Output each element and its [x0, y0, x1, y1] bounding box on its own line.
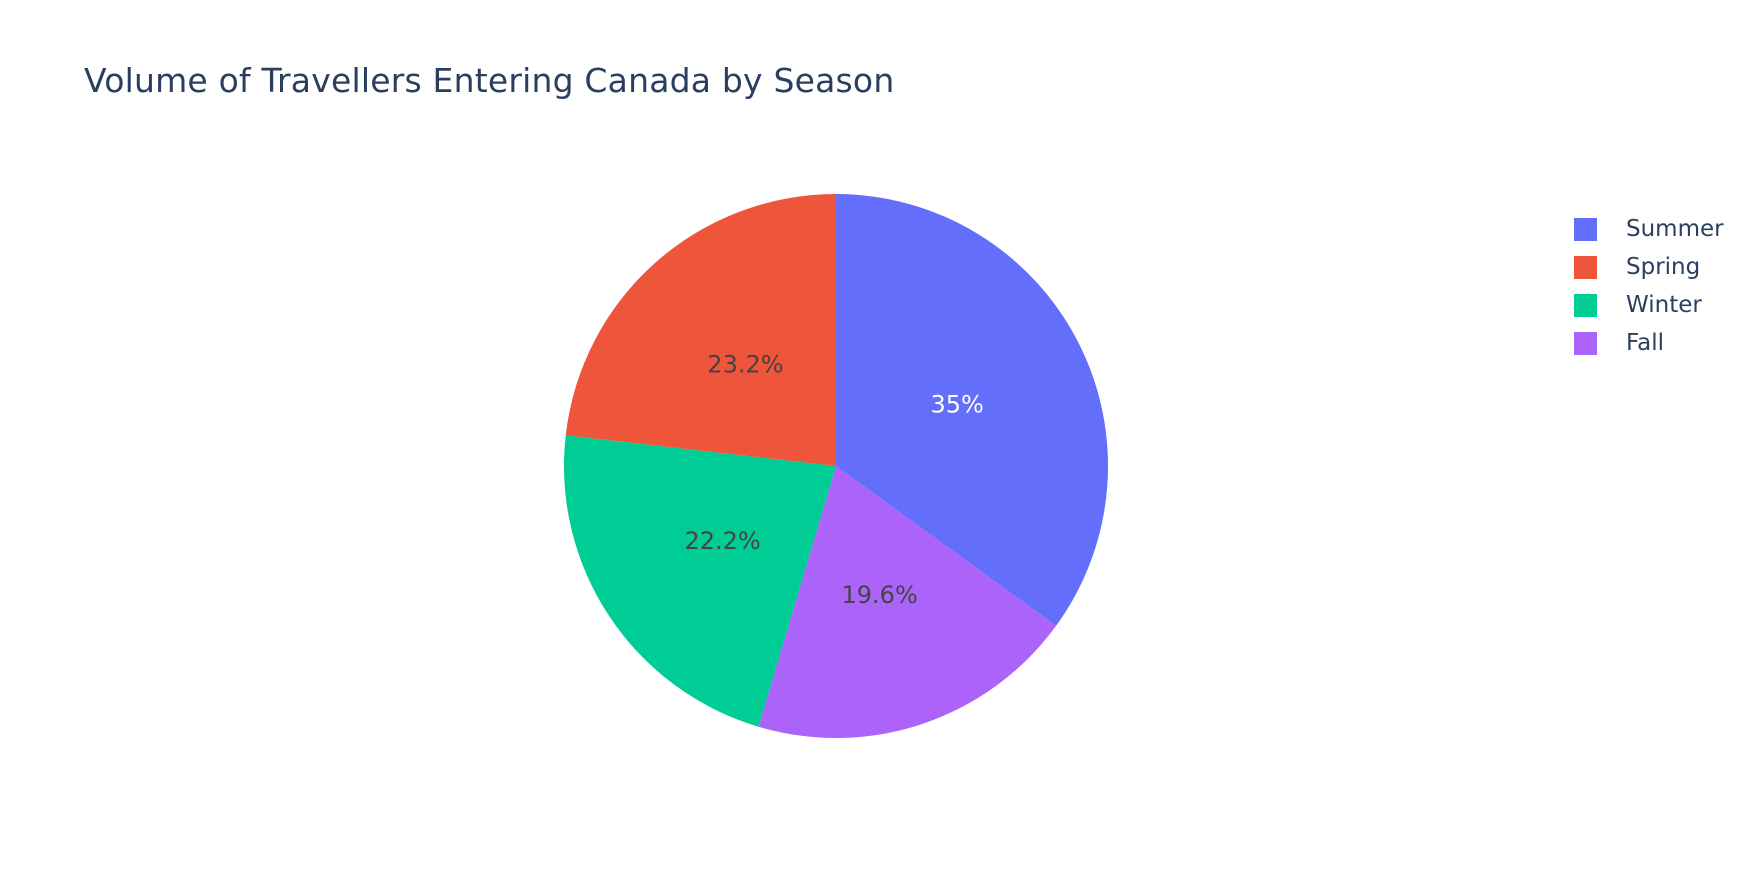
legend-label: Spring	[1626, 254, 1701, 280]
legend-label: Fall	[1626, 330, 1664, 356]
legend-swatch-summer	[1574, 217, 1597, 241]
legend-label: Summer	[1626, 216, 1724, 242]
pie-slice-labels: 35% 19.6% 22.2% 23.2%	[684, 351, 983, 609]
legend-swatch-fall	[1574, 331, 1597, 355]
slice-label-fall: 19.6%	[842, 581, 918, 609]
legend-item-winter[interactable]: Winter	[1574, 286, 1724, 324]
slice-label-winter: 22.2%	[684, 527, 760, 555]
pie-slices	[563, 194, 1108, 739]
slice-label-spring: 23.2%	[707, 351, 783, 379]
pie-slice-fall[interactable]	[758, 466, 1057, 739]
legend: Summer Spring Winter Fall	[1574, 210, 1724, 362]
pie-slice-winter[interactable]	[563, 435, 836, 727]
legend-label: Winter	[1626, 292, 1702, 318]
legend-item-spring[interactable]: Spring	[1574, 248, 1724, 286]
chart-title: Volume of Travellers Entering Canada by …	[84, 61, 895, 100]
pie-slice-summer[interactable]	[836, 194, 1108, 626]
pie-slice-spring[interactable]	[565, 194, 836, 466]
legend-swatch-spring	[1574, 255, 1597, 279]
slice-label-summer: 35%	[931, 390, 984, 418]
legend-swatch-winter	[1574, 293, 1597, 317]
legend-item-fall[interactable]: Fall	[1574, 324, 1724, 362]
legend-item-summer[interactable]: Summer	[1574, 210, 1724, 248]
